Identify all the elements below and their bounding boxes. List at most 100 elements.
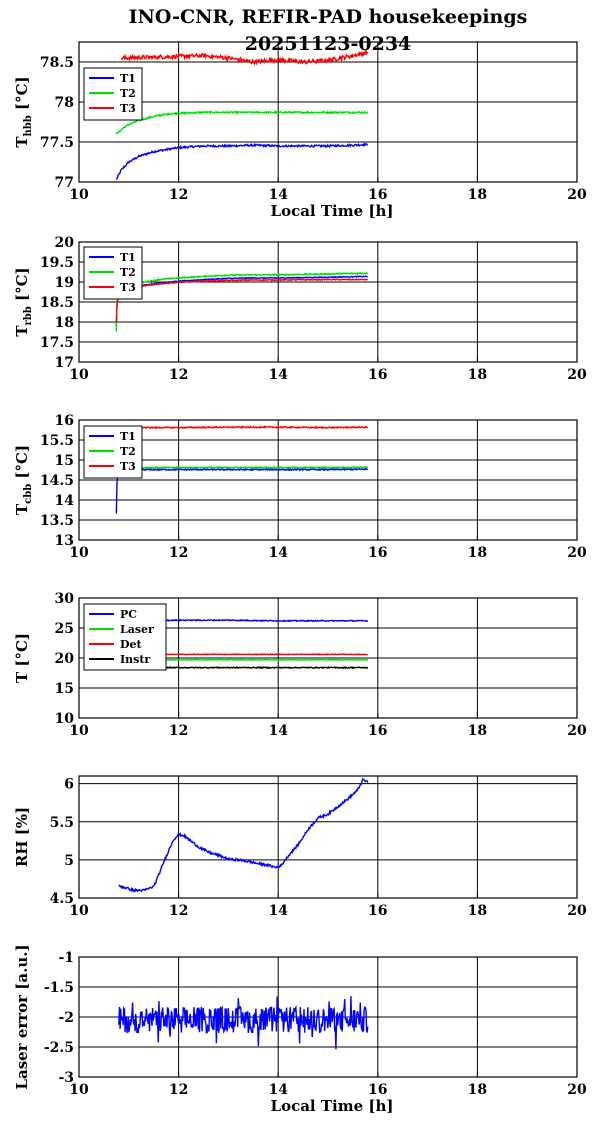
x-tick-label: 12 (169, 1082, 188, 1098)
y-tick-label: 13.5 (40, 513, 74, 529)
series-line-t3 (115, 278, 369, 323)
y-tick-label: 17.5 (40, 335, 74, 351)
legend: T1 T2 T3 (83, 246, 143, 300)
legend: T1 T2 T3 (83, 67, 143, 121)
x-axis-label: Local Time [h] (271, 1097, 394, 1115)
legend-label: T2 (120, 266, 136, 279)
y-tick-label: 77.5 (40, 135, 74, 151)
legend-label: T1 (120, 430, 136, 443)
x-tick-label: 12 (169, 903, 188, 919)
series-line-t3 (120, 48, 369, 66)
y-tick-label: 30 (55, 591, 75, 607)
x-axis-label: Local Time [h] (271, 202, 394, 220)
y-axis-label: Tcbb [°C] (13, 445, 34, 515)
y-tick-label: 4.5 (50, 891, 74, 907)
series-line-t2 (115, 465, 369, 477)
y-tick-label: 77 (55, 175, 74, 191)
figure-title-line2: 20251123-0234 (245, 33, 412, 55)
series-line-main (118, 996, 369, 1050)
plot-frame (78, 241, 578, 363)
series-line-t3 (118, 425, 369, 430)
legend-label: T3 (120, 102, 136, 115)
x-tick-label: 16 (368, 903, 387, 919)
x-tick-label: 16 (368, 1082, 387, 1098)
plot-frame (78, 41, 578, 183)
y-axis-label: T [°C] (13, 633, 31, 683)
y-tick-label: -1 (58, 950, 74, 966)
legend-label: T3 (120, 460, 136, 473)
legend-label: T2 (120, 445, 136, 458)
x-tick-label: 12 (169, 367, 188, 383)
plot-frame (78, 419, 578, 541)
y-tick-label: 15 (55, 681, 74, 697)
x-tick-label: 20 (567, 903, 587, 919)
legend-label: T1 (120, 72, 136, 85)
legend-label: Laser (120, 623, 154, 636)
chart-tbb-hbb: 10 12 14 16 18 20 77 77.5 78 78.5 Local Time [h] Th… (13, 41, 587, 220)
legend: T1 T2 T3 (83, 425, 143, 479)
legend: PC Laser Det Instr (83, 603, 167, 671)
x-tick-label: 20 (567, 1082, 587, 1098)
y-axis-label: Thbb [°C] (13, 76, 34, 147)
chart-laser-error: 10 12 14 16 18 20 -3 -2.5 -2 -1.5 -1 Local Time [h]… (13, 944, 587, 1115)
y-tick-label: -3 (58, 1070, 74, 1086)
x-tick-label: 18 (468, 1082, 487, 1098)
y-axis-label: RH [%] (13, 807, 31, 867)
y-tick-label: 19 (55, 275, 74, 291)
y-axis-label: Laser error [a.u.] (13, 944, 31, 1089)
legend-label: Instr (120, 653, 150, 666)
series-line-main (118, 777, 369, 893)
legend-label: Det (120, 638, 143, 651)
x-tick-label: 16 (368, 367, 387, 383)
series-line-t1 (115, 275, 369, 327)
x-tick-label: 18 (468, 903, 487, 919)
y-tick-label: 17 (55, 355, 74, 371)
chart-rh: 10 12 14 16 18 20 4.5 5 5.5 6 RH [%] (13, 775, 587, 919)
x-tick-label: 10 (69, 545, 89, 561)
x-tick-label: 12 (169, 545, 188, 561)
y-tick-label: 14.5 (40, 473, 74, 489)
chart-tbb-cbb: 10 12 14 16 18 20 13 13.5 14 14.5 15 15.5 16 Tcbb [°C… (13, 413, 587, 561)
x-tick-label: 16 (368, 723, 387, 739)
chart-tbb-rbb: 10 12 14 16 18 20 17 17.5 18 18.5 19 19.5 20 Trbb [°C… (13, 235, 587, 383)
x-tick-label: 18 (468, 187, 487, 203)
plot-frame (78, 597, 578, 719)
x-tick-label: 14 (268, 367, 288, 383)
legend-label: T3 (120, 281, 136, 294)
y-tick-label: 20 (55, 235, 75, 251)
x-tick-label: 12 (169, 187, 188, 203)
series-line-t2 (115, 271, 368, 332)
x-tick-label: 14 (268, 545, 288, 561)
legend-label: PC (120, 608, 137, 621)
x-tick-label: 16 (368, 545, 387, 561)
legend-label: T1 (120, 251, 136, 264)
y-tick-label: 15.5 (40, 433, 74, 449)
y-tick-label: 5.5 (50, 815, 74, 831)
x-tick-label: 10 (69, 903, 89, 919)
series-line-t2 (115, 109, 369, 135)
y-tick-label: 5 (64, 853, 74, 869)
legend-label: T2 (120, 87, 136, 100)
x-tick-label: 10 (69, 1082, 89, 1098)
y-tick-label: 78.5 (40, 55, 74, 71)
x-tick-label: 14 (268, 723, 288, 739)
y-tick-label: 13 (55, 533, 74, 549)
y-tick-label: -2 (58, 1010, 74, 1026)
y-tick-label: 18 (55, 315, 74, 331)
x-tick-label: 18 (468, 723, 487, 739)
y-tick-label: 14 (55, 493, 75, 509)
x-tick-label: 20 (567, 187, 587, 203)
x-tick-label: 14 (268, 187, 288, 203)
x-tick-label: 20 (567, 545, 587, 561)
x-tick-label: 12 (169, 723, 188, 739)
x-tick-label: 14 (268, 903, 288, 919)
y-tick-label: -2.5 (44, 1040, 74, 1056)
chart-temps: 10 12 14 16 18 20 10 15 20 25 30 T [°C] PC Laser Det In… (13, 591, 587, 739)
x-tick-label: 20 (567, 367, 587, 383)
x-tick-label: 18 (468, 545, 487, 561)
y-axis-label: Trbb [°C] (13, 267, 34, 336)
y-tick-label: 18.5 (40, 295, 74, 311)
x-tick-label: 16 (368, 187, 387, 203)
